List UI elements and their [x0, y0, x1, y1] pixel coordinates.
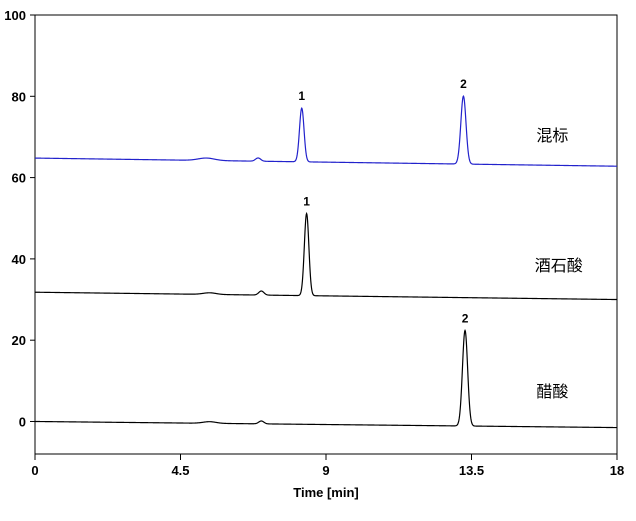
- trace-name-label: 混标: [536, 126, 568, 145]
- y-tick-label: 60: [12, 171, 26, 186]
- y-tick-label: 100: [4, 8, 26, 23]
- y-tick-label: 80: [12, 89, 26, 104]
- x-tick-label: 18: [610, 463, 624, 478]
- trace-line: [35, 211, 618, 301]
- y-tick-label: 0: [19, 414, 26, 429]
- trace-name-label: 醋酸: [536, 382, 568, 401]
- trace-name-label: 酒石酸: [535, 256, 583, 275]
- trace-line: [35, 328, 617, 429]
- traces: [34, 95, 618, 429]
- peak-label: 1: [303, 195, 310, 209]
- plot-frame: [34, 14, 618, 455]
- trace-line: [34, 95, 617, 167]
- x-axis-title: Time [min]: [293, 485, 359, 500]
- axis-ticks: 0 4.5 9 13.5 18 0 20 40 60 80 100: [4, 8, 624, 478]
- x-tick-label: 9: [322, 463, 329, 478]
- annotations: 1 2 混标 1 酒石酸 2 醋酸: [298, 77, 582, 401]
- x-tick-label: 0: [31, 463, 38, 478]
- y-tick-label: 20: [12, 333, 26, 348]
- x-tick-label: 13.5: [459, 463, 484, 478]
- peak-label: 2: [460, 77, 467, 91]
- peak-label: 2: [462, 311, 469, 325]
- x-tick-label: 4.5: [171, 463, 189, 478]
- peak-label: 1: [298, 89, 305, 103]
- y-tick-label: 40: [12, 252, 26, 267]
